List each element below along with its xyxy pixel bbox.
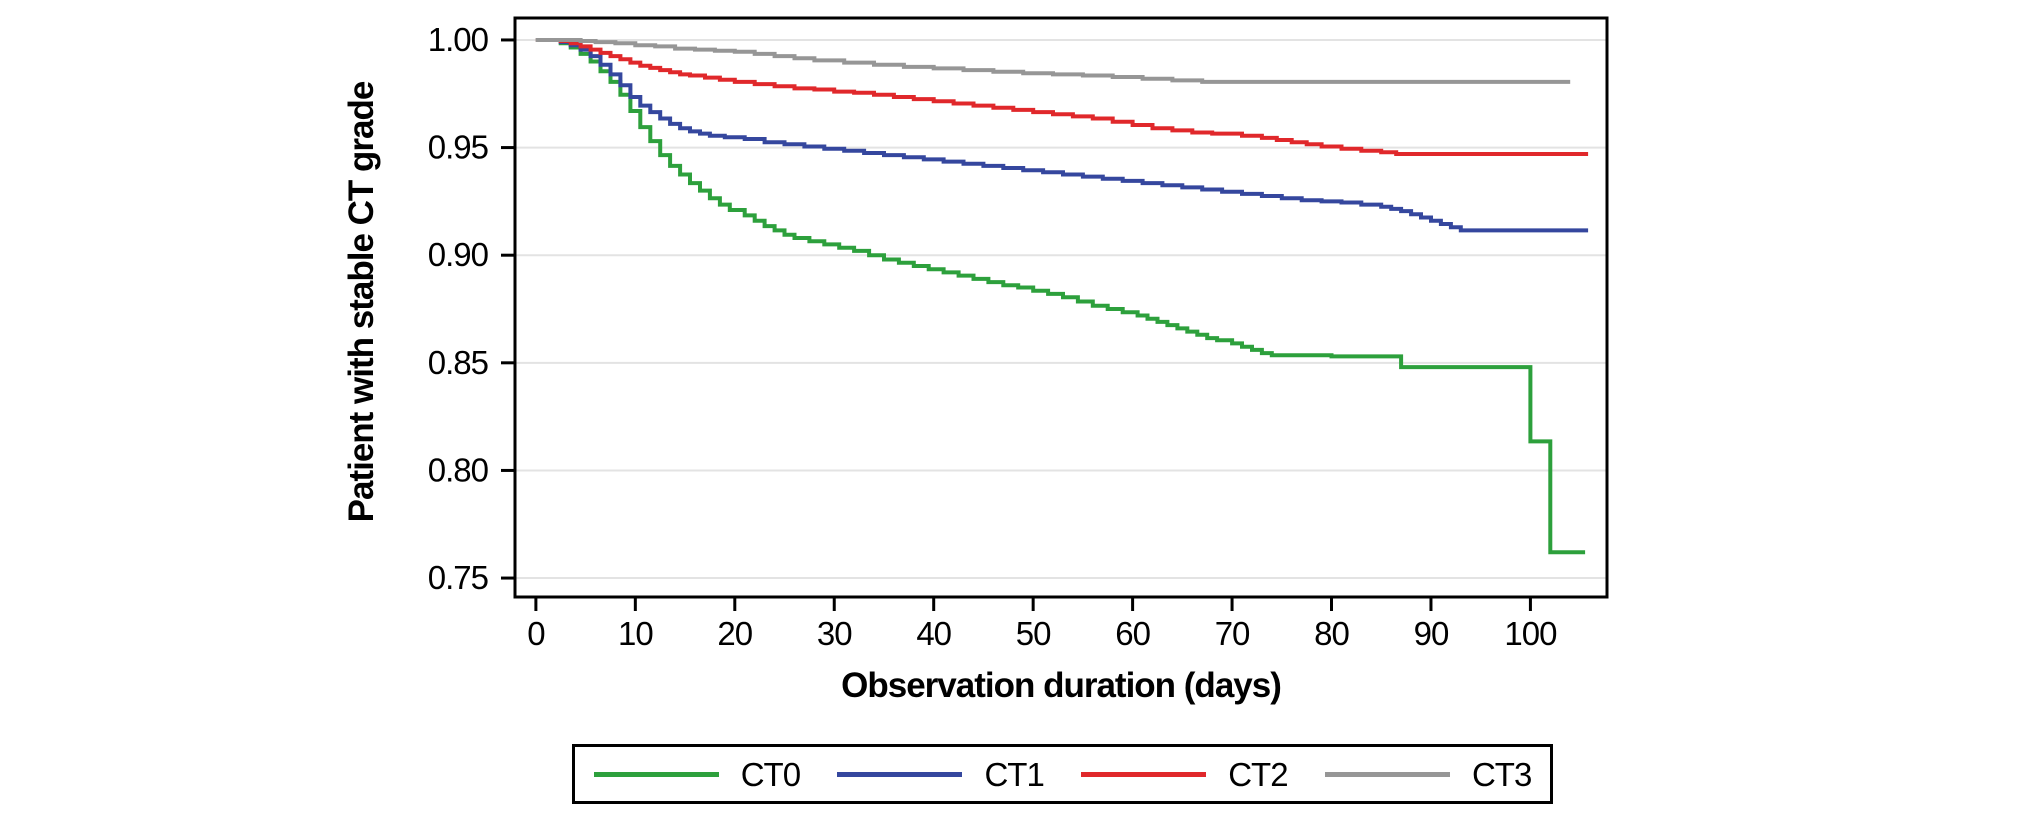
ct3-line-swatch bbox=[1324, 771, 1450, 777]
plot-border bbox=[513, 16, 1609, 599]
legend-label-ct0: CT0 bbox=[740, 755, 801, 793]
ct0-line-swatch bbox=[593, 771, 719, 777]
x-tick-label: 100 bbox=[1504, 615, 1557, 652]
x-tick-label: 20 bbox=[717, 615, 752, 652]
x-tick-label: 10 bbox=[618, 615, 653, 652]
x-tick-label: 60 bbox=[1115, 615, 1150, 652]
legend-item-ct2: CT2 bbox=[1063, 758, 1307, 791]
legend-label-ct2: CT2 bbox=[1228, 755, 1288, 793]
x-tick-label: 50 bbox=[1016, 615, 1051, 652]
legend-label-ct1: CT1 bbox=[984, 755, 1044, 793]
legend-item-ct3: CT3 bbox=[1306, 758, 1550, 791]
legend-box: CT0 CT1 CT2 CT3 bbox=[572, 744, 1553, 804]
x-tick-label: 30 bbox=[817, 615, 852, 652]
x-tick-label: 90 bbox=[1414, 615, 1449, 652]
ct1-line-swatch bbox=[837, 771, 963, 777]
y-tick-label: 0.75 bbox=[428, 559, 488, 596]
series-curve-ct0 bbox=[535, 38, 1586, 555]
x-axis-title: Observation duration (days) bbox=[841, 666, 1282, 705]
x-tick-label: 70 bbox=[1215, 615, 1250, 652]
series-curve-ct2 bbox=[535, 38, 1589, 156]
ct2-line-swatch bbox=[1081, 771, 1207, 777]
y-tick-label: 0.95 bbox=[428, 129, 488, 166]
legend-label-ct3: CT3 bbox=[1471, 755, 1532, 793]
series-curve-ct1 bbox=[535, 38, 1589, 233]
y-tick-label: 0.80 bbox=[428, 451, 489, 488]
y-tick-label: 1.00 bbox=[428, 21, 489, 58]
y-tick-label: 0.85 bbox=[428, 344, 488, 381]
legend-item-ct0: CT0 bbox=[575, 758, 819, 791]
x-tick-label: 0 bbox=[527, 615, 545, 652]
x-tick-label: 40 bbox=[916, 615, 951, 652]
y-tick-label: 0.90 bbox=[428, 236, 489, 273]
legend-item-ct1: CT1 bbox=[819, 758, 1063, 791]
y-axis-title: Patient with stable CT grade bbox=[342, 81, 381, 523]
series-curve-ct3 bbox=[535, 38, 1571, 84]
x-tick-label: 80 bbox=[1314, 615, 1349, 652]
